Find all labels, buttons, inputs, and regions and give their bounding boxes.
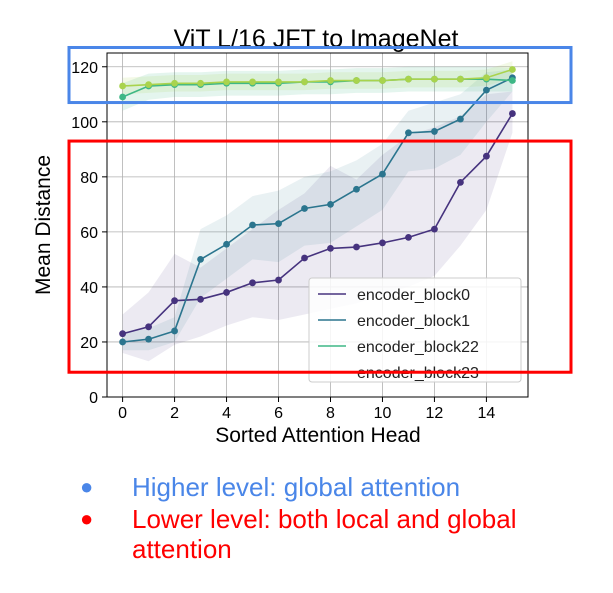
data-point: [301, 205, 308, 212]
data-point: [223, 240, 230, 248]
data-point: [275, 78, 282, 86]
legend: encoder_block0 encoder_block1 encoder_bloc…: [308, 277, 522, 383]
data-point: [379, 170, 386, 178]
data-point: [431, 128, 438, 135]
x-tick-label: 6: [274, 405, 283, 422]
data-point: [353, 77, 360, 84]
legend-label: encoder_block22: [357, 339, 479, 356]
data-point: [327, 77, 334, 84]
x-tick-label: 12: [426, 405, 444, 422]
data-point: [171, 79, 178, 87]
data-point: [353, 185, 360, 193]
legend-box: [308, 277, 522, 383]
data-point: [509, 66, 516, 73]
bullet-higher-level-text: Higher level: global attention: [132, 472, 461, 502]
data-point: [145, 323, 152, 331]
data-point: [431, 75, 438, 83]
data-point: [249, 279, 256, 287]
data-point: [379, 239, 386, 247]
data-point: [405, 129, 412, 137]
data-point: [301, 78, 308, 86]
data-point: [327, 244, 334, 252]
highlight-box: [67, 45, 573, 105]
highlight-box: [67, 139, 573, 374]
data-point: [145, 335, 152, 343]
x-tick-label: 8: [326, 405, 335, 422]
data-point: [249, 221, 256, 229]
data-point: [327, 200, 334, 208]
data-point: [301, 254, 308, 262]
confidence-band: [122, 61, 513, 95]
legend-label: encoder_block1: [357, 313, 470, 330]
data-point: [457, 178, 464, 186]
series-lines: [122, 68, 514, 343]
mean-distance-chart: ViT L/16 JFT to ImageNet 0 2 4 6 8 10 12 140204…: [32, 25, 573, 447]
bullet-lower-level-text: Lower level: both local and global atten…: [132, 504, 517, 564]
y-tick-label: 60: [80, 225, 98, 242]
y-tick-label: 120: [71, 60, 98, 77]
x-tick-label: 0: [118, 405, 127, 422]
data-point: [483, 152, 490, 160]
data-point: [197, 79, 204, 87]
y-tick-label: 20: [80, 335, 98, 352]
data-point: [405, 233, 412, 241]
y-tick-label: 0: [89, 390, 98, 407]
plot-frame: [106, 52, 529, 398]
x-axis-label: Sorted Attention Head: [215, 424, 420, 447]
data-point: [275, 220, 282, 228]
data-point: [145, 81, 152, 89]
series-line: [122, 113, 514, 335]
data-point: [509, 77, 516, 84]
data-point: [457, 75, 464, 83]
y-tick-label: 100: [71, 115, 98, 132]
y-tick-label: 40: [80, 280, 98, 297]
data-point: [405, 75, 412, 83]
bullet-dot: ●: [80, 506, 94, 531]
data-point: [171, 327, 178, 335]
series-line: [122, 68, 513, 87]
data-point: [353, 243, 360, 251]
data-point: [119, 93, 126, 101]
axis-ticks: 0 2 4 6 8 10 12 14 0 20 40 60 80 100 120: [71, 60, 495, 422]
data-point: [509, 110, 516, 117]
data-point: [119, 330, 126, 338]
series-line: [122, 77, 513, 343]
data-point: [119, 338, 126, 346]
data-point: [483, 86, 490, 94]
data-point: [171, 297, 178, 305]
legend-label: encoder_block0: [357, 287, 470, 304]
data-point: [223, 78, 230, 86]
x-tick-label: 14: [478, 405, 496, 422]
x-tick-label: 2: [170, 405, 179, 422]
data-point: [223, 289, 230, 296]
x-tick-label: 4: [222, 405, 231, 422]
data-point: [431, 225, 438, 233]
data-point: [275, 276, 282, 284]
data-point: [119, 82, 126, 90]
bullet-higher-level: ● Higher level: global attention: [78, 472, 598, 502]
y-axis-label: Mean Distance: [32, 155, 55, 295]
data-point: [379, 77, 386, 84]
data-point: [457, 115, 464, 123]
series-points: [119, 66, 516, 346]
bullet-lower-level: ● Lower level: both local and global att…: [78, 504, 598, 564]
confidence-band: [122, 66, 513, 111]
x-tick-label: 10: [374, 405, 392, 422]
data-point: [249, 78, 256, 86]
highlight-boxes: [67, 45, 573, 374]
bullet-dot: ●: [80, 474, 94, 499]
annotation-list: ● Higher level: global attention ● Lower…: [78, 472, 598, 566]
y-tick-label: 80: [80, 170, 98, 187]
data-point: [483, 74, 490, 82]
data-point: [197, 256, 204, 263]
data-point: [197, 295, 204, 303]
